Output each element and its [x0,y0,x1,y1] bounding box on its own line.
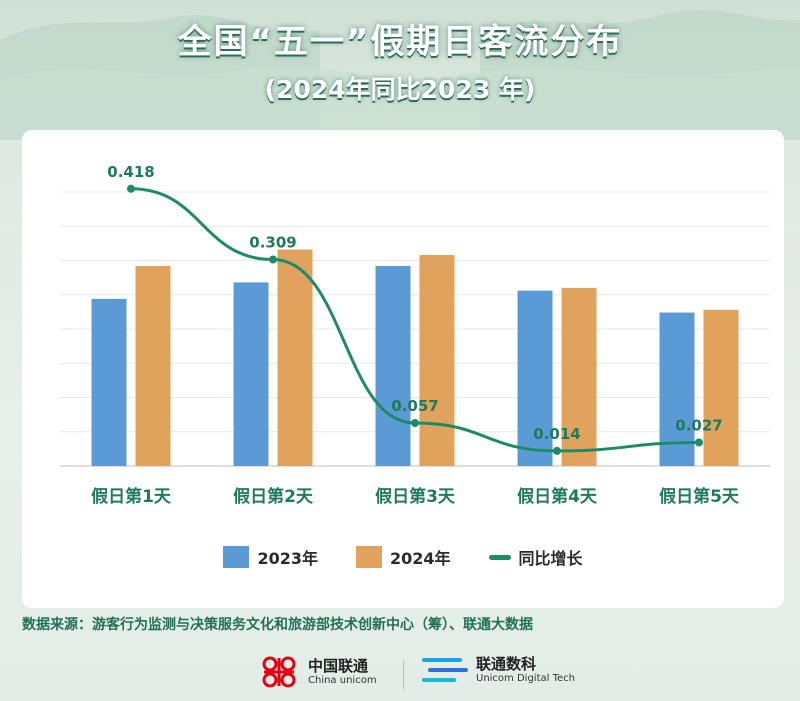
bar-2024年-假日第3天 [419,255,455,466]
chart-svg: 假日第1天 假日第2天 假日第3天 假日第4天 假日第5天 0.418 0.309 0.057… [60,163,770,507]
x-tick-label: 假日第1天 [91,486,172,507]
chart-title: 全国“五一”假期日客流分布 [177,22,623,62]
growth-data-label: 0.014 [533,425,580,443]
growth-point [269,255,277,264]
china-unicom-name: 中国联通 [308,657,369,675]
x-tick-label: 假日第5天 [659,486,740,507]
china-unicom-logo: 中国联通 China unicom [256,652,377,692]
bar-2023年-假日第3天 [375,265,411,466]
legend-swatch-2024 [355,546,382,568]
growth-point [411,419,419,428]
unicom-digital-logo: 联通数科 Unicom Digital Tech [420,652,575,688]
unicom-digital-name: 联通数科 [476,655,537,673]
growth-data-label: 0.057 [391,397,438,415]
growth-data-label: 0.027 [675,416,722,434]
growth-data-label: 0.309 [249,233,296,251]
chart-subtitle: (2024年同比2023 年) [264,75,536,104]
legend-item-2024: 2024年 [355,545,451,569]
footer-logos: 中国联通 China unicom 联通数科 Unicom Digital Te… [0,648,800,698]
x-tick-label: 假日第4天 [517,486,598,507]
legend-label-growth: 同比增长 [518,549,583,568]
china-unicom-knot-icon [262,656,296,688]
x-tick-label: 假日第3天 [375,486,456,507]
chart-card: 假日第1天 假日第2天 假日第3天 假日第4天 假日第5天 0.418 0.309 0.057… [22,130,784,608]
bar-2023年-假日第1天 [91,298,127,466]
growth-point [127,184,135,193]
legend-item-2023: 2023年 [223,545,318,569]
growth-point [695,438,703,447]
legend-swatch-growth [488,554,511,560]
legend-item-growth: 同比增长 [488,545,583,569]
bar-2023年-假日第4天 [517,290,553,466]
growth-data-label: 0.418 [107,163,154,181]
unicom-digital-waves-icon [422,658,468,682]
growth-point [553,446,561,455]
unicom-digital-english: Unicom Digital Tech [476,673,575,684]
data-source-note: 数据来源：游客行为监测与决策服务文化和旅游部技术创新中心（筹）、联通大数据 [22,617,533,633]
bar-2023年-假日第2天 [233,282,269,466]
logo-divider [403,660,404,690]
legend-label-2024: 2024年 [389,549,451,568]
growth-line [130,187,700,453]
china-unicom-english: China unicom [308,675,377,686]
bar-2023年-假日第5天 [659,312,695,466]
chart-legend: 2023年 2024年 同比增长 [22,542,784,572]
bar-2024年-假日第4天 [561,287,597,466]
bar-2024年-假日第1天 [135,265,171,466]
legend-swatch-2023 [223,546,250,568]
x-tick-label: 假日第2天 [233,486,314,507]
bar-2024年-假日第2天 [277,249,313,466]
legend-label-2023: 2023年 [257,549,318,568]
header-mountain-background [0,10,800,140]
bar-2024年-假日第5天 [703,309,739,466]
